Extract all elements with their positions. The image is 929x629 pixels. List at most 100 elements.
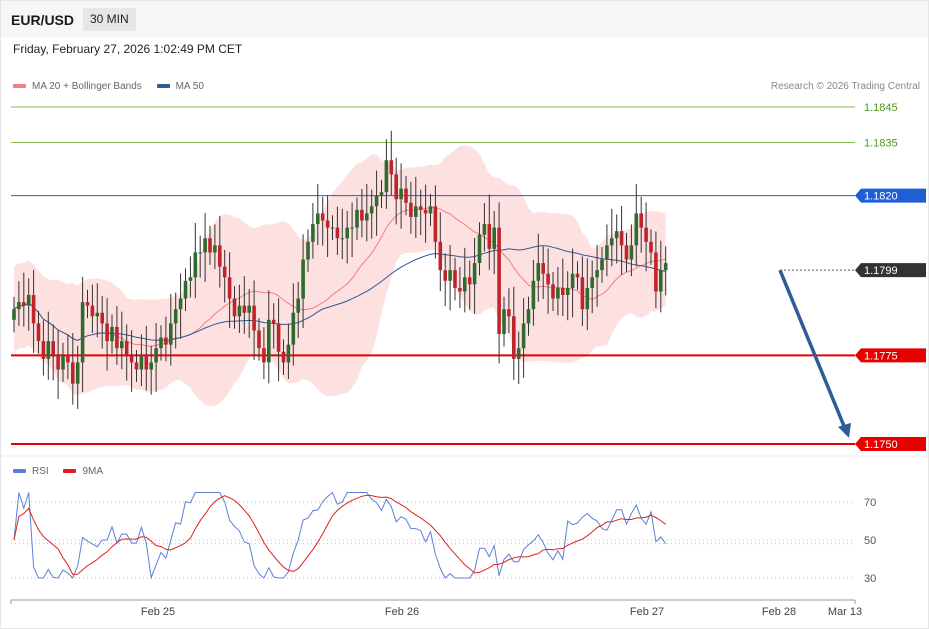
candle-body [301, 259, 305, 299]
candle-body [320, 213, 325, 221]
candle-body [428, 206, 433, 214]
candle-body [526, 309, 531, 324]
candle-body [531, 280, 536, 310]
candle-body [115, 326, 119, 349]
candle-body [487, 224, 492, 249]
candle-body [262, 348, 266, 363]
candle-body [438, 241, 443, 271]
legend-item-9ma: 9MA [63, 466, 103, 477]
candle-body [605, 245, 609, 260]
ma20-line [13, 206, 666, 347]
candle-body [41, 341, 46, 359]
candle-body [463, 277, 467, 292]
level-tag-target [855, 437, 926, 451]
candle-body [374, 195, 379, 207]
candle-body [384, 160, 389, 193]
candle-body [369, 206, 374, 214]
candle-body [164, 337, 168, 345]
timeframe-button[interactable]: 30 MIN [83, 8, 136, 31]
candle-body [173, 309, 178, 324]
candle-body [46, 341, 51, 359]
x-tick-label: Mar 13 [828, 606, 862, 618]
candle-body [56, 355, 60, 370]
chart-header: EUR/USD 30 MIN [1, 1, 928, 37]
copyright: Research © 2026 Trading Central [770, 81, 920, 92]
x-tick-label: Feb 28 [762, 606, 796, 618]
candle-body [291, 312, 296, 345]
candle-body [198, 252, 202, 254]
candle-body [379, 192, 384, 196]
candle-body [85, 302, 90, 306]
legend-item-ma50: MA 50 [156, 81, 204, 92]
candle-body [335, 227, 340, 239]
candle-body [536, 263, 541, 281]
candle-body [600, 259, 604, 271]
candle-body [66, 355, 70, 363]
rsi-ma-swatch [63, 469, 77, 474]
candle-body [644, 227, 648, 242]
candle-body [551, 284, 555, 299]
candle-body [634, 213, 639, 246]
candle-body [75, 362, 80, 384]
candle-body [144, 355, 149, 370]
level-tag-pivot [855, 188, 926, 203]
candle-body [36, 323, 41, 342]
candle-body [31, 295, 36, 324]
candle-body [360, 209, 364, 221]
symbol-label: EUR/USD [11, 12, 75, 28]
candle-body [610, 238, 614, 246]
level-label: 1.1775 [864, 350, 898, 362]
rsi-legend: RSI 9MA [13, 466, 115, 477]
candle-body [325, 220, 330, 228]
candle-body [477, 234, 482, 264]
candle-body [502, 309, 506, 335]
candle-body [541, 263, 545, 274]
candle-body [330, 227, 335, 229]
candle-body [169, 323, 173, 345]
candle-body [595, 270, 599, 278]
candle-body [80, 302, 85, 363]
candle-body [17, 302, 21, 310]
ma50-line [13, 245, 666, 341]
candle-body [208, 238, 212, 253]
candle-body [110, 326, 114, 342]
candle-body [311, 224, 315, 242]
candle-body [624, 245, 629, 260]
forecast-arrow-shaft [778, 269, 848, 432]
legend-label-ma50: MA 50 [175, 81, 204, 92]
candle-body [516, 348, 521, 359]
level-label: 1.1845 [864, 102, 898, 114]
level-tag-last_price [855, 263, 926, 278]
candle-body [149, 362, 153, 370]
candle-body [26, 295, 31, 306]
level-label: 1.1820 [864, 191, 898, 203]
rsi-ma-line [13, 494, 667, 575]
candle-body [355, 209, 359, 228]
candle-body [345, 227, 349, 239]
candle-body [247, 305, 251, 313]
candle-body [203, 238, 207, 253]
candle-body [409, 202, 413, 217]
candle-body [316, 213, 320, 225]
level-label: 1.1750 [864, 439, 898, 451]
candle-body [546, 273, 550, 285]
candle-body [296, 298, 300, 313]
candle-body [614, 231, 619, 239]
candle-body [404, 188, 408, 203]
rsi-swatch [13, 469, 26, 474]
datetime-label: Friday, February 27, 2026 1:02:49 PM CET [13, 42, 243, 56]
candle-body [654, 252, 658, 292]
x-tick-label: Feb 27 [630, 606, 664, 618]
candle-body [90, 305, 95, 317]
rsi-line [13, 491, 667, 580]
candle-body [649, 241, 653, 253]
legend-label-rsi: RSI [32, 466, 49, 477]
candle-body [139, 355, 144, 370]
ma50-swatch [156, 84, 170, 89]
candle-body [71, 362, 75, 384]
candle-body [639, 213, 643, 228]
legend-item-ma20: MA 20 + Bollinger Bands [13, 81, 142, 92]
candle-body [414, 206, 418, 217]
rsi-axis-label: 30 [864, 573, 876, 585]
